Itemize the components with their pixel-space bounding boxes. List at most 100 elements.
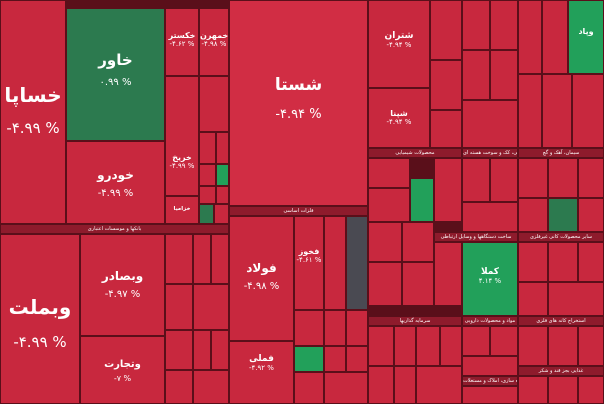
tile-metal-2[interactable] [346, 216, 368, 310]
tile-inv-3[interactable] [416, 326, 440, 366]
tile-min-2[interactable] [548, 242, 578, 282]
tile-small-auto-6[interactable] [216, 164, 229, 186]
tile-min-3[interactable] [578, 242, 604, 282]
tile-small-auto-8[interactable] [216, 186, 229, 204]
tile-inv-6[interactable] [394, 366, 416, 404]
tile-khakstr[interactable]: خکستر -۴.۶۲ % [165, 8, 199, 76]
tile-refinery-5[interactable] [490, 0, 518, 50]
tile-other-4[interactable] [402, 262, 434, 306]
tile-metal-6[interactable] [294, 346, 324, 372]
tile-vpad[interactable]: وپاد [568, 0, 604, 74]
tile-refinery-3[interactable] [430, 110, 462, 148]
tile-metal-7[interactable] [324, 346, 346, 372]
tile-small-auto-3[interactable] [199, 132, 216, 164]
tile-chem-d[interactable] [542, 74, 572, 148]
tile-small-auto-9[interactable] [199, 204, 214, 224]
tile-cement-1[interactable] [518, 158, 548, 198]
tile-bank-4[interactable] [165, 284, 193, 330]
tile-bank-8[interactable] [211, 330, 229, 370]
tile-inv-1[interactable] [368, 326, 394, 366]
tile-bank-1[interactable] [165, 234, 193, 284]
tile-other-1[interactable] [368, 222, 402, 262]
tile-vtjarat[interactable]: وتجارت -۷ % [80, 336, 165, 404]
tile-small-auto-7[interactable] [199, 186, 216, 204]
tile-chem-4[interactable] [368, 188, 410, 222]
tile-bank-2[interactable] [193, 234, 211, 284]
tile-metal-3[interactable] [294, 310, 324, 346]
tile-mining-2[interactable] [548, 326, 578, 366]
tile-cement-3[interactable] [578, 158, 604, 198]
tile-small-auto-2[interactable]: خزامیا [165, 196, 199, 224]
tile-pharma-3[interactable] [462, 356, 518, 376]
tile-khamhrn[interactable]: خمهرن -۴.۹۸ % [199, 8, 229, 76]
tile-chem-3[interactable] [434, 158, 462, 222]
tile-bank-7[interactable] [193, 330, 211, 370]
tile-inv-7[interactable] [416, 366, 462, 404]
tile-vabsader[interactable]: وبصادر -۴.۹۷ % [80, 234, 165, 336]
tile-bank-3[interactable] [211, 234, 229, 284]
tile-refinery-1[interactable] [430, 0, 462, 60]
tile-bank-6[interactable] [165, 330, 193, 370]
tile-real-1[interactable] [462, 386, 518, 404]
tile-shpna[interactable]: شپنا -۴.۹۴ % [368, 88, 430, 148]
tile-fmli[interactable]: فملی -۴.۹۲ % [229, 341, 294, 404]
tile-inv-2[interactable] [394, 326, 416, 366]
tile-chem-5[interactable] [462, 158, 490, 202]
tile-refinery-2[interactable] [430, 60, 462, 110]
tile-chem-7[interactable] [462, 202, 518, 232]
tile-metal-1[interactable] [324, 216, 346, 310]
tile-refinery-8[interactable] [462, 100, 518, 148]
tile-small-auto-5[interactable] [199, 164, 216, 186]
tile-small-auto-1[interactable] [199, 76, 229, 132]
tile-kmla[interactable]: کملا ۴.۱۴ % [462, 242, 518, 316]
tile-min-1[interactable] [518, 242, 548, 282]
tile-metal-5[interactable] [346, 310, 368, 346]
tile-khodro[interactable]: خودرو -۴.۹۹ % [66, 141, 165, 224]
tile-metal-9[interactable] [294, 372, 324, 404]
tile-cement-4[interactable] [518, 198, 548, 232]
tile-chem-1[interactable] [368, 158, 410, 188]
tile-chem-a[interactable] [518, 0, 542, 74]
tile-chem-e[interactable] [572, 74, 604, 148]
tile-chem-b[interactable] [542, 0, 568, 74]
tile-other-2[interactable] [402, 222, 434, 262]
tile-mining-1[interactable] [518, 326, 548, 366]
tile-food-3[interactable] [578, 376, 604, 404]
tile-metal-8[interactable] [346, 346, 368, 372]
tile-refinery-7[interactable] [490, 50, 518, 100]
tile-cement-6[interactable] [578, 198, 604, 232]
tile-pharma-1[interactable] [462, 326, 490, 356]
tile-metal-4[interactable] [324, 310, 346, 346]
tile-food-1[interactable] [518, 376, 548, 404]
tile-refinery-6[interactable] [462, 50, 490, 100]
tile-cement-2[interactable] [548, 158, 578, 198]
tile-mining-3[interactable] [578, 326, 604, 366]
tile-inv-5[interactable] [368, 366, 394, 404]
tile-chem-c[interactable] [518, 74, 542, 148]
tile-vabmellat[interactable]: وبملت -۴.۹۹ % [0, 234, 80, 404]
tile-foulad[interactable]: فولاد -۴.۹۸ % [229, 216, 294, 341]
tile-small-auto-4[interactable] [216, 132, 229, 164]
tile-bank-9[interactable] [165, 370, 193, 404]
tile-bank-10[interactable] [193, 370, 229, 404]
tile-refinery-4[interactable] [462, 0, 490, 50]
tile-other-3[interactable] [368, 262, 402, 306]
tile-bank-5[interactable] [193, 284, 229, 330]
tile-small-auto-10[interactable] [214, 204, 229, 224]
tile-other-5[interactable] [434, 242, 462, 306]
tile-min-4[interactable] [518, 282, 548, 316]
tile-khaspa[interactable]: خساپا -۴.۹۹ % [0, 0, 66, 224]
tile-cement-5[interactable] [548, 198, 578, 232]
tile-khrikh[interactable]: خریخ -۴.۹۹ % [165, 76, 199, 196]
tile-chem-6[interactable] [490, 158, 518, 202]
tile-min-5[interactable] [548, 282, 604, 316]
tile-food-2[interactable] [548, 376, 578, 404]
tile-pharma-2[interactable] [490, 326, 518, 356]
tile-shasta[interactable]: شستا -۴.۹۴ % [229, 0, 368, 206]
tile-chem-2[interactable] [410, 178, 434, 222]
tile-inv-4[interactable] [440, 326, 462, 366]
tile-shtran[interactable]: شتران -۴.۹۴ % [368, 0, 430, 88]
tile-khavar[interactable]: خاور ۰.۹۹ % [66, 8, 165, 141]
tile-fkhooz[interactable]: فخوز -۴.۶۱ % [294, 216, 324, 310]
tile-metal-10[interactable] [324, 372, 368, 404]
